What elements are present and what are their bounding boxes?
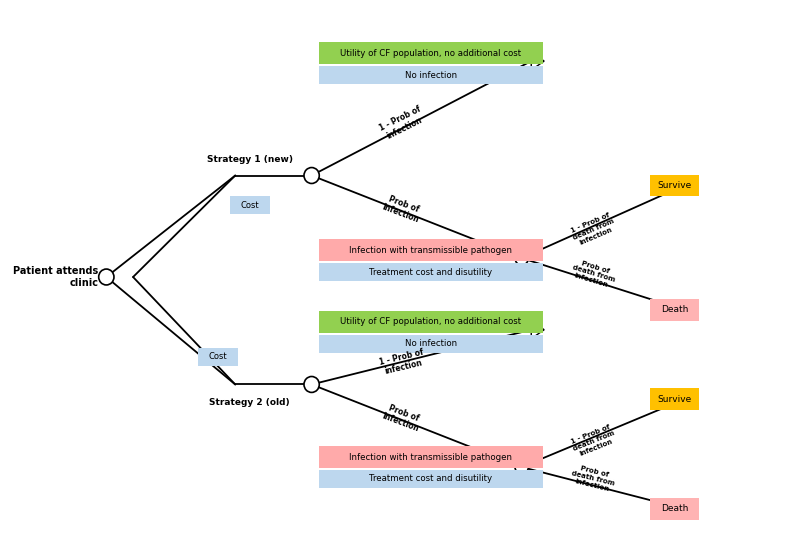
- Text: Prob of
death from
infection: Prob of death from infection: [570, 463, 617, 493]
- Circle shape: [515, 460, 528, 474]
- FancyBboxPatch shape: [318, 335, 543, 352]
- Text: 1 - Prob of
death from
infection: 1 - Prob of death from infection: [569, 423, 618, 458]
- Text: Prob of
Infection: Prob of Infection: [381, 402, 424, 433]
- Circle shape: [304, 168, 319, 184]
- Text: 1 - Prob of
death from
infection: 1 - Prob of death from infection: [569, 212, 618, 248]
- Polygon shape: [684, 301, 697, 319]
- Circle shape: [304, 376, 319, 392]
- FancyBboxPatch shape: [650, 174, 699, 196]
- Polygon shape: [531, 321, 544, 339]
- Text: Survive: Survive: [658, 181, 692, 190]
- FancyBboxPatch shape: [318, 239, 543, 261]
- FancyBboxPatch shape: [318, 311, 543, 332]
- FancyBboxPatch shape: [318, 263, 543, 281]
- FancyBboxPatch shape: [318, 66, 543, 84]
- FancyBboxPatch shape: [650, 388, 699, 410]
- Text: Cost: Cost: [209, 352, 227, 361]
- Polygon shape: [684, 390, 697, 408]
- Text: Death: Death: [661, 305, 688, 314]
- Text: 1 - Prob of
infection: 1 - Prob of infection: [378, 347, 426, 377]
- Polygon shape: [684, 500, 697, 518]
- Text: Infection with transmissible pathogen: Infection with transmissible pathogen: [350, 246, 513, 255]
- Text: Survive: Survive: [658, 395, 692, 404]
- Text: Utility of CF population, no additional cost: Utility of CF population, no additional …: [341, 49, 522, 58]
- Text: Prob of
Infection: Prob of Infection: [381, 193, 424, 225]
- FancyBboxPatch shape: [198, 347, 238, 366]
- Text: Cost: Cost: [240, 201, 259, 210]
- Text: Strategy 1 (new): Strategy 1 (new): [206, 155, 293, 164]
- Polygon shape: [531, 52, 544, 70]
- Text: Strategy 2 (old): Strategy 2 (old): [210, 398, 290, 407]
- Text: 1 - Prob of
infection: 1 - Prob of infection: [378, 104, 427, 142]
- Text: No infection: No infection: [405, 339, 457, 348]
- Text: Infection with transmissible pathogen: Infection with transmissible pathogen: [350, 452, 513, 462]
- Text: Treatment cost and disutility: Treatment cost and disutility: [370, 475, 493, 483]
- Text: Patient attends
clinic: Patient attends clinic: [14, 266, 98, 288]
- FancyBboxPatch shape: [650, 498, 699, 520]
- FancyBboxPatch shape: [318, 42, 543, 64]
- Text: Death: Death: [661, 504, 688, 513]
- FancyBboxPatch shape: [318, 446, 543, 468]
- Text: Prob of
death from
infection: Prob of death from infection: [570, 258, 618, 290]
- Circle shape: [515, 251, 528, 265]
- Text: Utility of CF population, no additional cost: Utility of CF population, no additional …: [341, 317, 522, 326]
- Text: Treatment cost and disutility: Treatment cost and disutility: [370, 268, 493, 276]
- Circle shape: [98, 269, 114, 285]
- FancyBboxPatch shape: [230, 196, 270, 214]
- FancyBboxPatch shape: [318, 470, 543, 488]
- FancyBboxPatch shape: [650, 299, 699, 321]
- Polygon shape: [684, 176, 697, 194]
- Text: No infection: No infection: [405, 70, 457, 79]
